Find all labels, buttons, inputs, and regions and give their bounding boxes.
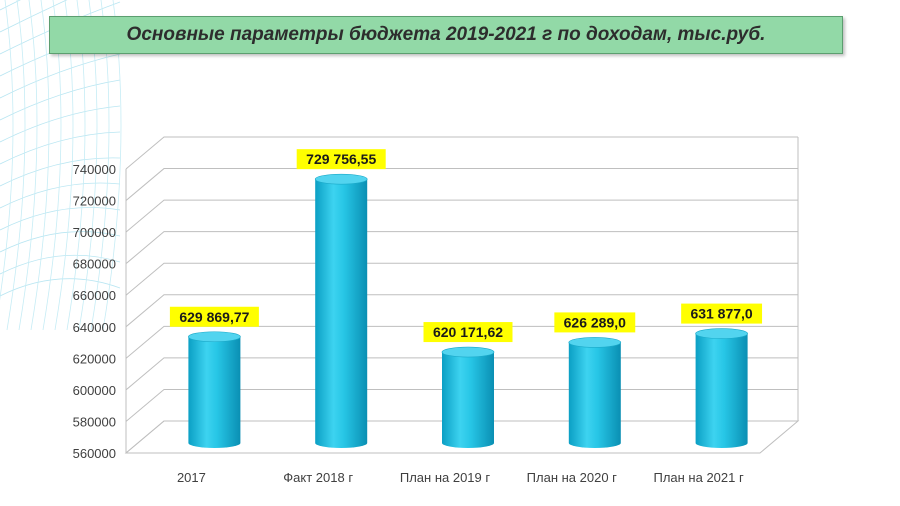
bar (188, 331, 241, 448)
y-tick-label: 660000 (73, 288, 116, 303)
bar-body (568, 342, 621, 448)
bar-body (188, 336, 241, 448)
data-label-background (296, 149, 386, 170)
wireframe-line (30, 0, 50, 330)
bar (695, 328, 748, 448)
data-label: 629 869,77 (179, 309, 249, 325)
chart-title: Основные параметры бюджета 2019-2021 г п… (49, 16, 843, 54)
bar-body (695, 333, 748, 448)
gridline (125, 294, 798, 328)
y-tick-label: 580000 (73, 414, 116, 429)
data-label: 626 289,0 (564, 314, 626, 330)
y-tick-label: 560000 (73, 446, 116, 461)
gridline (125, 168, 798, 201)
bar-top (441, 346, 495, 358)
bar-body (442, 352, 494, 448)
wireframe-line (0, 0, 14, 301)
y-tick-label: 640000 (73, 320, 116, 335)
data-label-background (681, 303, 763, 324)
bar (441, 346, 495, 448)
background-wireframe-decoration (0, 0, 122, 330)
data-label-background (423, 322, 513, 343)
wireframe-line (0, 131, 121, 165)
bar (314, 173, 368, 449)
gridline (125, 262, 798, 296)
y-tick-label: 680000 (73, 257, 116, 272)
bar (568, 337, 622, 448)
x-tick-label: План на 2020 г (527, 470, 618, 485)
data-label: 631 877,0 (690, 306, 752, 322)
x-tick-label: План на 2021 г (653, 470, 744, 485)
wireframe-line (18, 0, 38, 330)
bar-body (315, 179, 368, 449)
y-tick-label: 720000 (73, 194, 116, 209)
x-tick-label: Факт 2018 г (283, 470, 353, 485)
bar-top (188, 331, 241, 343)
x-tick-label: План на 2019 г (400, 470, 491, 485)
data-label-background (554, 312, 636, 333)
y-tick-label: 600000 (73, 383, 116, 398)
wireframe-line (0, 231, 121, 253)
gridline (125, 199, 798, 233)
wireframe-line (0, 254, 121, 275)
gridline (125, 231, 798, 265)
data-label: 729 756,55 (306, 151, 376, 167)
wireframe-line (0, 182, 121, 209)
wireframe-line (6, 0, 26, 330)
bar-top (568, 337, 622, 348)
wireframe-line (0, 0, 21, 11)
bar-top (695, 328, 748, 339)
data-label-background (169, 306, 259, 327)
data-label: 620 171,62 (433, 324, 503, 340)
y-tick-label: 620000 (73, 351, 116, 366)
y-tick-label: 700000 (73, 225, 116, 240)
wireframe-line (0, 0, 68, 33)
y-tick-label: 740000 (73, 162, 116, 177)
gridline (125, 136, 798, 170)
x-tick-label: 2017 (177, 470, 206, 485)
bar-top (314, 173, 368, 185)
wireframe-line (0, 207, 121, 231)
